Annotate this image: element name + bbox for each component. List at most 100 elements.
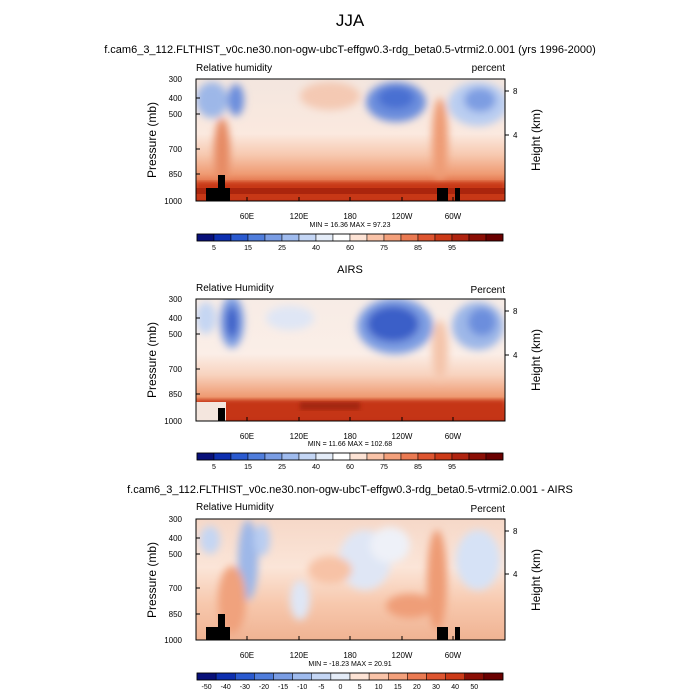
colorbar-label: 15	[394, 684, 402, 691]
colorbar-swatch	[281, 233, 300, 242]
colorbar-swatch	[315, 452, 334, 461]
x-tick-label: 180	[343, 651, 357, 660]
stats-label: MIN = -18.23 MAX = 20.91	[308, 661, 391, 668]
stats-label: MIN = 16.36 MAX = 97.23	[310, 222, 391, 229]
colorbar-label: -20	[259, 684, 269, 691]
colorbar-swatch	[366, 452, 385, 461]
colorbar-label: 60	[346, 464, 354, 471]
colorbar-swatch	[196, 452, 215, 461]
colorbar-swatch	[383, 452, 402, 461]
colorbar-outline	[196, 452, 504, 461]
colorbar-swatch	[468, 452, 487, 461]
x-tick-label: 60W	[445, 432, 462, 441]
colorbar-swatch	[417, 233, 436, 242]
colorbar-label: 40	[312, 464, 320, 471]
colorbar-swatch	[298, 452, 317, 461]
y-tick-label: 400	[169, 94, 183, 103]
y-tick-label: 400	[169, 534, 183, 543]
colorbar-swatch	[311, 672, 332, 681]
colorbar-swatch	[213, 452, 232, 461]
x-axis: 60E 120E 180 120W 60W	[240, 417, 462, 441]
panel-title: AIRS	[337, 264, 363, 276]
y-tick-label: 1000	[164, 636, 182, 645]
y-axis-left: 300 400 500 700 850 1000	[164, 515, 200, 645]
colorbar-swatch	[215, 672, 236, 681]
colorbar-label: 75	[380, 245, 388, 252]
colorbar-swatches	[196, 672, 504, 681]
colorbar-swatch	[264, 233, 283, 242]
colorbar-swatch	[330, 672, 351, 681]
x-tick-label: 120W	[392, 432, 413, 441]
x-axis: 60E 120E 180 120W 60W	[240, 636, 462, 660]
colorbar-swatch	[213, 233, 232, 242]
colorbar-swatch	[400, 452, 419, 461]
colorbar-label: 5	[212, 464, 216, 471]
colorbar-swatch	[196, 233, 215, 242]
colorbar-swatch	[281, 452, 300, 461]
y-axis-right: 8 4	[505, 307, 518, 360]
colorbar-swatch	[464, 672, 485, 681]
colorbar-label: 40	[451, 684, 459, 691]
y-axis-title: Pressure (mb)	[145, 322, 159, 398]
x-tick-label: 180	[343, 212, 357, 221]
y-tick-label: 850	[169, 390, 183, 399]
colorbar-swatch	[254, 672, 274, 681]
y-tick-label: 1000	[164, 197, 182, 206]
colorbar-label: 5	[212, 245, 216, 252]
y-axis-right: 8 4	[505, 527, 518, 579]
panel-title: f.cam6_3_112.FLTHIST_v0c.ne30.non-ogw-ub…	[104, 44, 596, 56]
colorbar-swatch	[349, 452, 368, 461]
colorbar-labels: -50 -40 -30 -20 -15 -10 -5 0 5 10 15 20 30 40 50	[202, 684, 479, 691]
panel-left-label: Relative Humidity	[196, 283, 274, 294]
topography-mask	[218, 408, 225, 421]
x-tick-label: 60E	[240, 651, 254, 660]
x-tick-label: 60E	[240, 212, 254, 221]
colorbar-label: 15	[244, 464, 252, 471]
colorbar-swatch	[407, 672, 427, 681]
colorbar-swatch	[332, 452, 351, 461]
colorbar-label: -5	[318, 684, 324, 691]
colorbar-label: 60	[346, 245, 354, 252]
colorbar-labels: 5 15 25 40 60 75 85 95	[212, 245, 456, 252]
figure-title: JJA	[336, 11, 365, 30]
colorbar-swatch	[366, 233, 385, 242]
colorbar-label: -10	[297, 684, 307, 691]
colorbar-label: 25	[278, 464, 286, 471]
panel-airs: AIRS Relative Humidity Percent	[145, 264, 543, 471]
colorbar-swatch	[247, 233, 266, 242]
panel-title: f.cam6_3_112.FLTHIST_v0c.ne30.non-ogw-ub…	[127, 484, 573, 496]
colorbar-swatch	[235, 672, 255, 681]
topography-mask	[206, 614, 460, 640]
y-axis-title: Pressure (mb)	[145, 102, 159, 178]
y-axis-title: Pressure (mb)	[145, 542, 159, 618]
colorbar-swatch	[383, 233, 402, 242]
y-tick-label: 700	[169, 365, 183, 374]
y-tick-label: 400	[169, 314, 183, 323]
y-tick-label: 500	[169, 110, 183, 119]
y-axis-right-title: Height (km)	[529, 329, 543, 391]
panel-right-label: Percent	[471, 285, 506, 296]
x-tick-label: 120E	[290, 212, 309, 221]
y-axis-right-title: Height (km)	[529, 109, 543, 171]
y-tick-label: 850	[169, 170, 183, 179]
y-right-tick-label: 4	[513, 131, 518, 140]
colorbar-swatch	[483, 672, 504, 681]
colorbar-label: -50	[202, 684, 212, 691]
colorbar-label: -30	[240, 684, 250, 691]
y-tick-label: 850	[169, 610, 183, 619]
colorbar-swatch	[315, 233, 334, 242]
colorbar-swatch	[388, 672, 408, 681]
colorbar-swatch	[426, 672, 446, 681]
x-tick-label: 60W	[445, 651, 462, 660]
panel-right-label: Percent	[471, 504, 506, 515]
colorbar-swatch	[196, 672, 217, 681]
y-tick-label: 1000	[164, 417, 182, 426]
colorbar-label: 5	[358, 684, 362, 691]
colorbar-swatch	[298, 233, 317, 242]
colorbar-swatch	[230, 233, 249, 242]
colorbar-swatch	[468, 233, 487, 242]
y-tick-label: 300	[169, 75, 183, 84]
colorbar-swatch	[451, 233, 470, 242]
y-right-tick-label: 8	[513, 307, 518, 316]
colorbar-label: -40	[221, 684, 231, 691]
